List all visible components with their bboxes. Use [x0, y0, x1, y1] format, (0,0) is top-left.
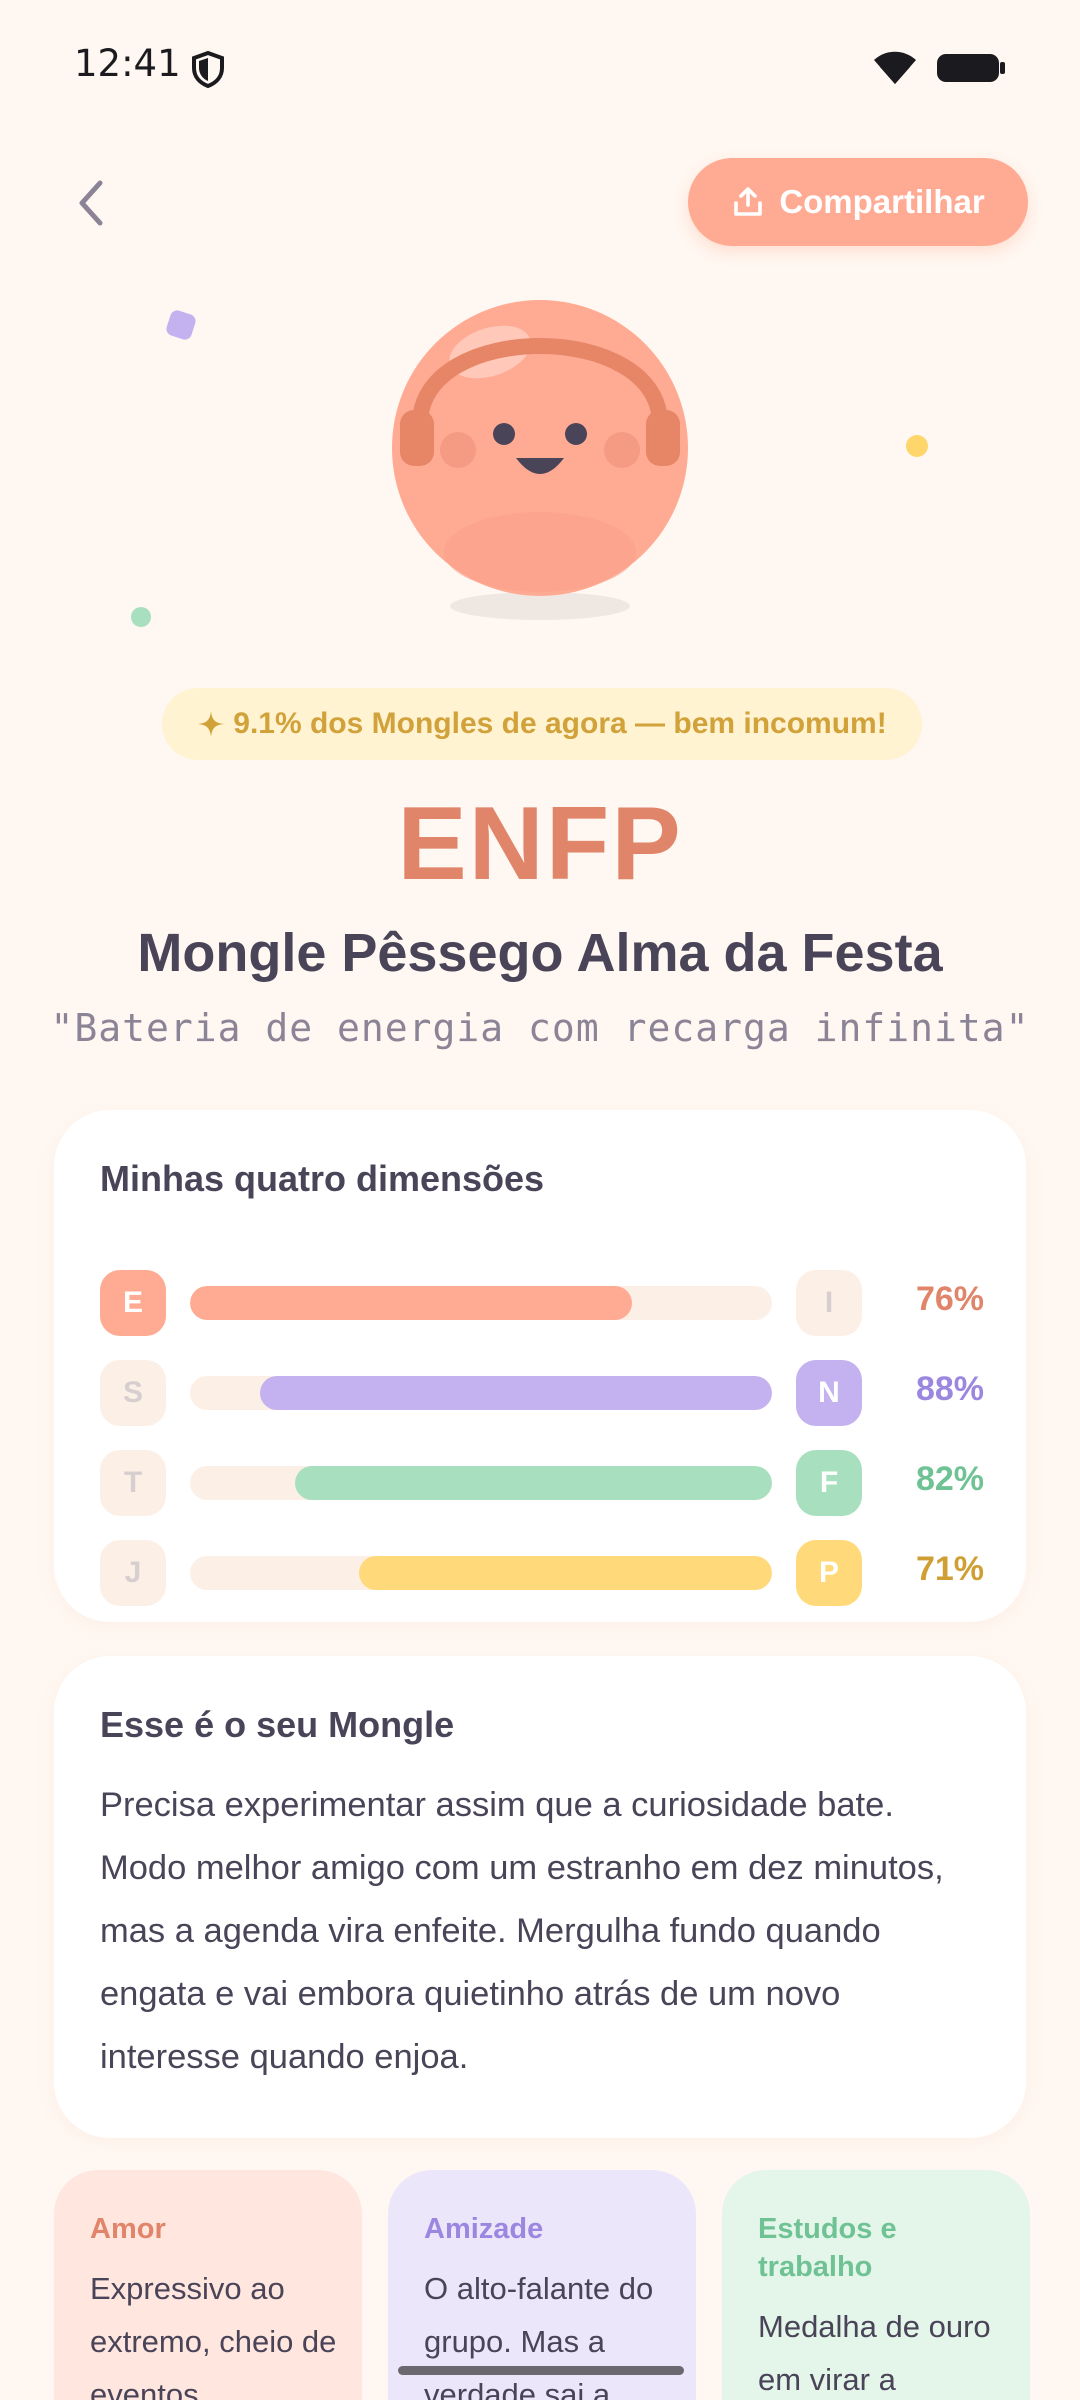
- type-name: Mongle Pêssego Alma da Festa: [137, 923, 943, 983]
- trait-title: Estudos e trabalho: [758, 2213, 897, 2283]
- dimension-bar-fill: [260, 1376, 772, 1410]
- trait-title: Amor: [90, 2213, 166, 2245]
- trait-card-friendship[interactable]: Amizade O alto-falante do grupo. Mas a v…: [388, 2170, 696, 2400]
- description-text: Precisa experimentar assim que a curiosi…: [100, 1786, 944, 2076]
- chevron-left-icon: [79, 180, 103, 226]
- mongle-mascot-image: [392, 300, 688, 620]
- type-code: ENFP: [397, 786, 683, 902]
- trait-card-work[interactable]: Estudos e trabalho Medalha de ouro em vi…: [722, 2170, 1030, 2400]
- dimensions-card: Minhas quatro dimensões E I 76% S N 88% T F 82% J…: [54, 1110, 1026, 1622]
- trait-text: Expressivo ao extremo, cheio de eventos: [90, 2271, 337, 2400]
- status-time: 12:41: [74, 42, 181, 85]
- dimension-bar-fill: [359, 1556, 772, 1590]
- dimension-left-letter: J: [100, 1540, 166, 1606]
- status-bar: 12:41: [0, 0, 1080, 135]
- share-label: Compartilhar: [779, 183, 985, 220]
- dimension-bar-track: [190, 1556, 772, 1590]
- dimension-percent: 82%: [915, 1460, 984, 1498]
- dimension-bar-fill: [295, 1466, 772, 1500]
- dimension-left-letter: S: [100, 1360, 166, 1426]
- dimension-row: J P 71%: [100, 1540, 984, 1606]
- dimension-percent: 71%: [915, 1550, 984, 1588]
- decor-dot: [906, 435, 928, 457]
- dimension-bar-track: [190, 1466, 772, 1500]
- dimension-row: E I 76%: [100, 1270, 984, 1336]
- shield-icon: [192, 50, 224, 88]
- wifi-icon: [874, 51, 916, 84]
- trait-title: Amizade: [424, 2213, 544, 2245]
- dimensions-title: Minhas quatro dimensões: [100, 1158, 545, 1199]
- trait-text: O alto-falante do grupo. Mas a verdade s…: [424, 2271, 654, 2400]
- dimension-percent: 76%: [915, 1280, 984, 1318]
- dimension-row: T F 82%: [100, 1450, 984, 1516]
- dimension-left-letter: E: [100, 1270, 166, 1336]
- battery-icon: [937, 54, 1005, 82]
- rarity-text: 9.1% dos Mongles de agora — bem incomum!: [233, 707, 887, 740]
- rarity-badge: 9.1% dos Mongles de agora — bem incomum!: [162, 688, 922, 760]
- description-title: Esse é o seu Mongle: [100, 1704, 455, 1745]
- type-quote: "Bateria de energia com recarga infinita…: [50, 1006, 1030, 1050]
- dimension-right-letter: P: [796, 1540, 862, 1606]
- dimension-percent: 88%: [915, 1370, 984, 1408]
- description-card: Esse é o seu Mongle Precisa experimentar…: [54, 1656, 1026, 2138]
- decor-dot: [131, 607, 151, 627]
- home-indicator[interactable]: [398, 2366, 684, 2375]
- trait-card-love[interactable]: Amor Expressivo ao extremo, cheio de eve…: [54, 2170, 362, 2400]
- back-button[interactable]: [64, 168, 118, 238]
- share-icon: [734, 187, 763, 216]
- dimension-right-letter: F: [796, 1450, 862, 1516]
- decor-dot: [164, 308, 198, 342]
- trait-text: Medalha de ouro em virar a: [758, 2309, 991, 2397]
- dimension-bar-track: [190, 1286, 772, 1320]
- dimension-bar-track: [190, 1376, 772, 1410]
- dimension-bar-fill: [190, 1286, 632, 1320]
- dimension-right-letter: I: [796, 1270, 862, 1336]
- dimension-right-letter: N: [796, 1360, 862, 1426]
- sparkle-icon: [198, 711, 225, 737]
- dimension-row: S N 88%: [100, 1360, 984, 1426]
- share-button[interactable]: Compartilhar: [688, 158, 1028, 246]
- dimension-left-letter: T: [100, 1450, 166, 1516]
